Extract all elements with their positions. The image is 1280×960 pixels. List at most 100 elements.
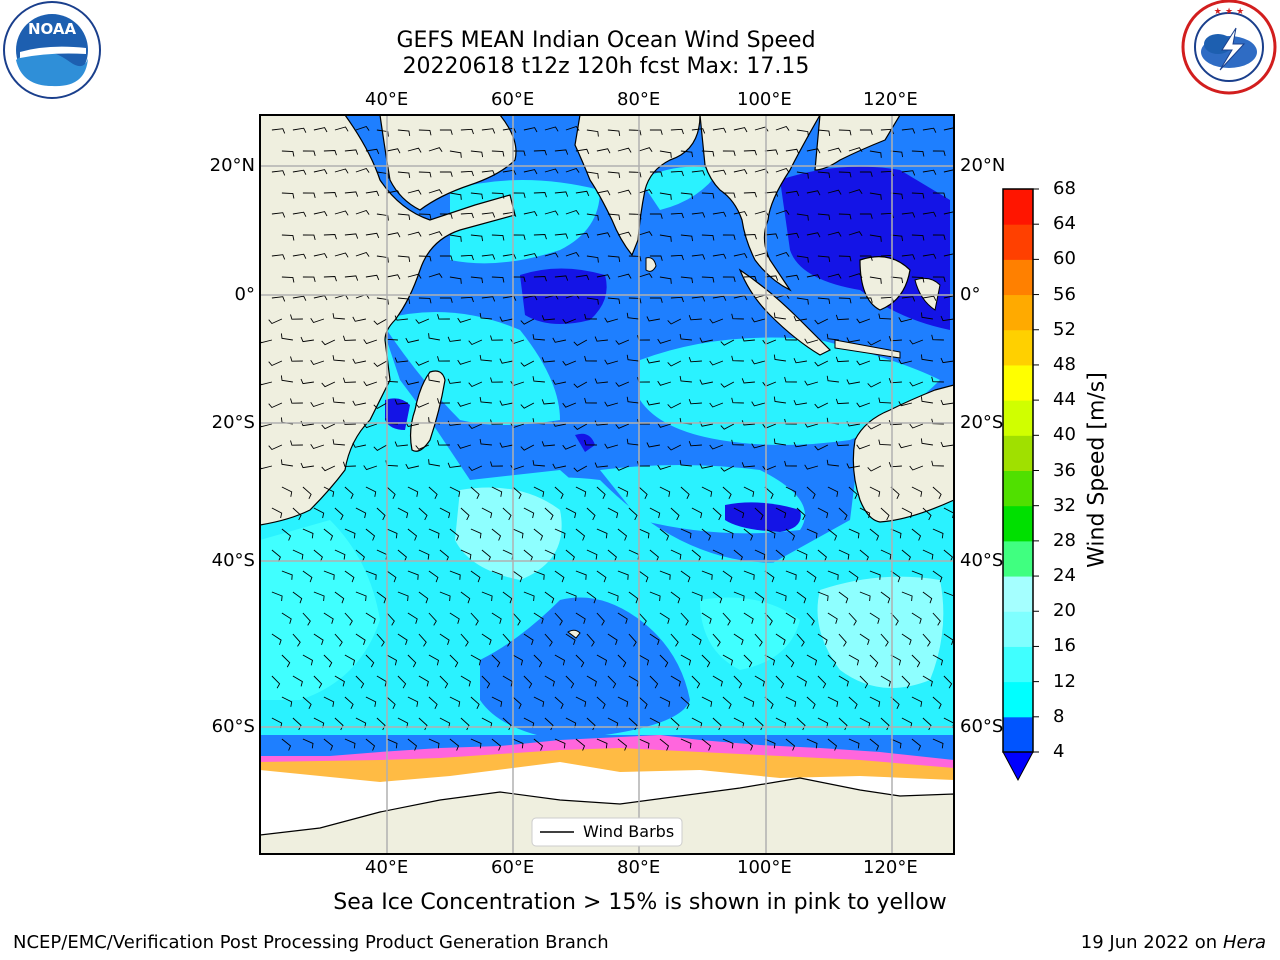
- wind-barb: [386, 274, 401, 280]
- wind-barb: [418, 171, 432, 178]
- wind-barb: [804, 464, 819, 470]
- wind-barb: [785, 570, 797, 580]
- wind-barb: [373, 318, 388, 325]
- wind-barb: [439, 129, 453, 135]
- wind-barb: [565, 507, 577, 519]
- wind-barb: [898, 443, 913, 449]
- wind-barb: [932, 570, 943, 583]
- wind-barb: [827, 570, 839, 580]
- wind-barb: [271, 633, 282, 645]
- wind-barb: [355, 675, 365, 689]
- wind-barb: [439, 297, 453, 303]
- wind-barb: [701, 486, 713, 497]
- wind-barb: [363, 381, 378, 387]
- wind-barb: [562, 402, 577, 408]
- wind-barb: [342, 419, 356, 425]
- wind-barb: [953, 528, 954, 530]
- wind-barb: [344, 654, 356, 666]
- wind-barb: [775, 125, 790, 131]
- wind-barb: [848, 189, 863, 195]
- wind-barb: [554, 654, 566, 666]
- wind-barb: [890, 528, 902, 539]
- wind-barb: [575, 570, 587, 580]
- wind-barb: [691, 170, 706, 176]
- lon-label-bottom: 100°E: [737, 857, 792, 878]
- lon-label-top: 80°E: [617, 89, 661, 110]
- wind-barb: [890, 654, 902, 666]
- wind-barb: [680, 150, 694, 158]
- wind-barb: [292, 507, 302, 521]
- svg-text:★ ★ ★: ★ ★ ★: [1214, 7, 1244, 17]
- wind-barb: [859, 549, 869, 562]
- wind-barb: [428, 189, 443, 195]
- wind-barb: [407, 528, 418, 541]
- wind-barb: [376, 129, 389, 137]
- wind-barb: [827, 486, 839, 497]
- wind-barb: [313, 253, 328, 259]
- wind-barb: [565, 549, 575, 562]
- wind-barb: [292, 295, 307, 301]
- wind-barb: [764, 696, 774, 709]
- wind-barb: [869, 486, 881, 497]
- wind-barb: [397, 213, 411, 220]
- wind-barb: [638, 528, 650, 539]
- wind-barb: [365, 696, 377, 707]
- wind-barb: [437, 314, 450, 320]
- wind-barb: [638, 696, 648, 709]
- wind-barb: [355, 209, 370, 215]
- wind-barb: [386, 232, 401, 238]
- wind-barb: [365, 738, 376, 751]
- wind-barb: [920, 312, 933, 320]
- wind-barb: [376, 633, 385, 647]
- wind-barb: [428, 570, 439, 583]
- wind-barb: [901, 633, 912, 645]
- wind-barb: [565, 591, 577, 602]
- wind-barb: [460, 254, 474, 261]
- wind-barb: [604, 359, 619, 365]
- wind-barb: [428, 612, 437, 626]
- wind-barb: [302, 654, 314, 666]
- wind-barb: [731, 397, 744, 404]
- wind-barb: [439, 213, 453, 219]
- footer-producer: NCEP/EMC/Verification Post Processing Pr…: [13, 932, 609, 953]
- wind-barb: [552, 379, 566, 385]
- wind-barb: [617, 189, 632, 195]
- wind-barb: [793, 400, 807, 406]
- wind-barb: [523, 211, 538, 217]
- wind-barb: [953, 192, 954, 194]
- wind-barb: [271, 170, 286, 176]
- lon-label-top: 60°E: [491, 89, 535, 110]
- wind-barb: [785, 148, 800, 155]
- wind-barb: [573, 465, 588, 472]
- wind-barb: [733, 169, 748, 175]
- wind-barb: [323, 612, 334, 624]
- wind-barb: [775, 251, 790, 257]
- wind-barb: [859, 633, 870, 645]
- wind-barb: [313, 549, 323, 562]
- wind-barb: [594, 336, 608, 342]
- wind-barb: [911, 570, 923, 580]
- wind-barb: [720, 465, 735, 472]
- wind-barb: [512, 738, 524, 749]
- wind-barb: [460, 212, 474, 219]
- wind-barb: [397, 255, 411, 262]
- wind-barb: [468, 465, 483, 472]
- wind-barb: [523, 591, 535, 602]
- wind-barb: [523, 507, 535, 519]
- wind-barb: [846, 463, 860, 469]
- wind-barb: [470, 528, 482, 539]
- wind-barb: [268, 402, 283, 409]
- wind-barb: [554, 486, 564, 499]
- wind-barb: [302, 570, 313, 583]
- wind-barb: [680, 528, 692, 539]
- wind-barb: [584, 439, 597, 446]
- wind-barb: [373, 360, 388, 367]
- wind-barb: [773, 396, 786, 404]
- wind-barb: [292, 717, 302, 731]
- wind-barb: [260, 339, 273, 344]
- wind-barb: [785, 528, 796, 541]
- wind-barb: [407, 189, 422, 195]
- wind-barb: [407, 570, 419, 580]
- wind-barb: [867, 423, 882, 430]
- wind-barb: [940, 441, 954, 448]
